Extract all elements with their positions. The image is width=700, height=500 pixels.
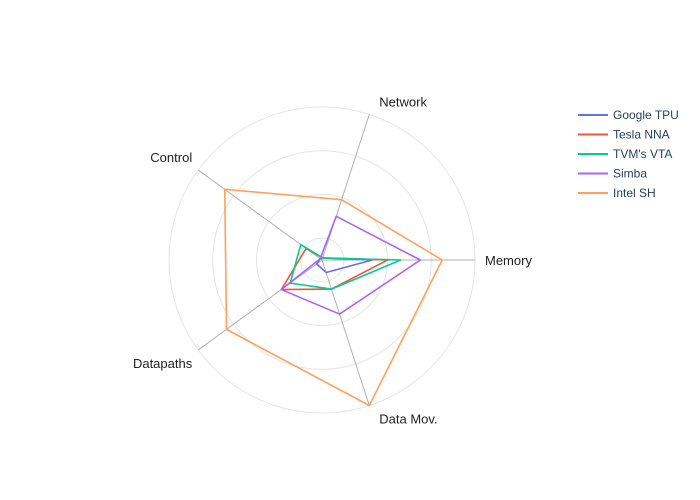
legend-label-0: Google TPU (613, 108, 679, 122)
radar-series (223, 188, 444, 407)
axis-label-2: Control (150, 150, 192, 165)
axis-label-4: Data Mov. (379, 412, 437, 427)
series-line-3 (280, 215, 422, 315)
legend-label-3: Simba (613, 167, 647, 181)
legend-label-1: Tesla NNA (613, 128, 670, 142)
series-line-4 (223, 188, 444, 407)
axis-line-4 (321, 259, 370, 406)
axis-label-1: Network (379, 94, 427, 109)
radar-axes (197, 114, 475, 406)
series-line-2 (289, 243, 402, 290)
legend-item-3[interactable]: Simba (578, 167, 647, 181)
legend-label-2: TVM's VTA (613, 147, 672, 161)
axis-line-1 (321, 114, 370, 261)
legend-item-4[interactable]: Intel SH (578, 186, 656, 200)
axis-line-3 (197, 259, 323, 351)
legend[interactable]: Google TPU Tesla NNA TVM's VTA Simba Intel S… (578, 108, 679, 200)
legend-item-2[interactable]: TVM's VTA (578, 147, 672, 161)
legend-item-1[interactable]: Tesla NNA (578, 128, 670, 142)
axis-labels: Memory Network Control Datapaths Data Mov. (133, 94, 532, 426)
legend-item-0[interactable]: Google TPU (578, 108, 679, 122)
legend-label-4: Intel SH (613, 186, 656, 200)
axis-label-3: Datapaths (133, 356, 193, 371)
axis-label-0: Memory (485, 253, 532, 268)
